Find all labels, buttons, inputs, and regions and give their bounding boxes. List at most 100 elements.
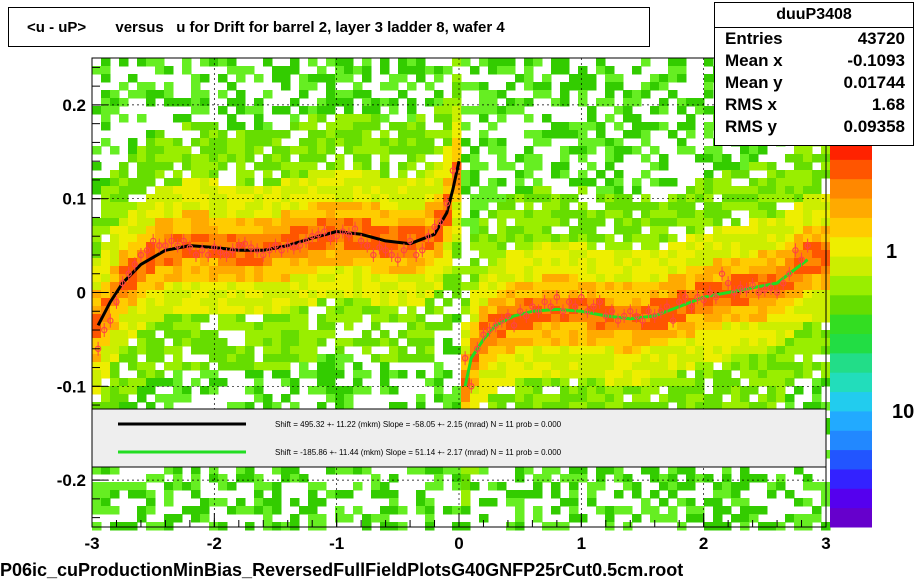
heatmap-cell [776,274,786,283]
heatmap-cell [515,514,525,523]
heatmap-cell [335,226,345,235]
heatmap-cell [668,218,678,227]
heatmap-cell [713,490,723,499]
heatmap-cell [515,194,525,203]
heatmap-cell [452,394,462,403]
heatmap-cell [110,506,120,515]
heatmap-cell [101,498,111,507]
heatmap-cell [362,258,372,267]
heatmap-cell [497,218,507,227]
heatmap-cell [191,98,201,107]
heatmap-cell [659,274,669,283]
heatmap-cell [641,354,651,363]
heatmap-cell [533,130,543,139]
heatmap-cell [236,402,246,411]
profile-point [351,225,359,232]
heatmap-cell [560,210,570,219]
heatmap-cell [461,346,471,355]
heatmap-cell [191,378,201,387]
heatmap-cell [227,290,237,299]
profile-point [706,289,713,296]
heatmap-cell [605,74,615,83]
heatmap-cell [155,202,165,211]
heatmap-cell [218,522,228,531]
heatmap-cell [812,234,822,243]
heatmap-cell [236,354,246,363]
heatmap-cell [200,330,210,339]
heatmap-cell [155,226,165,235]
heatmap-cell [776,386,786,395]
heatmap-cell [443,130,453,139]
axis-ticks: -3 -2 -1 0 1 2 3-0.2-0.100.10.2 [57,66,831,553]
heatmap-cell [632,202,642,211]
heatmap-cell [623,522,633,531]
heatmap-cell [542,266,552,275]
heatmap-cell [344,90,354,99]
heatmap-cell [623,106,633,115]
heatmap-cell [389,370,399,379]
heatmap-cell [425,178,435,187]
heatmap-cell [650,258,660,267]
heatmap-cell [704,370,714,379]
heatmap-cell [740,234,750,243]
heatmap-cell [650,338,660,347]
heatmap-cell [794,290,804,299]
heatmap-cell [659,154,669,163]
heatmap-cell [524,226,534,235]
heatmap-cell [668,58,678,67]
profile-point [205,251,212,259]
heatmap-cell [182,218,192,227]
heatmap-cell [326,306,336,315]
heatmap-cell [299,266,309,275]
heatmap-cell [182,114,192,123]
heatmap-cell [308,162,318,171]
heatmap-cell [380,98,390,107]
heatmap-cell [92,402,102,411]
heatmap-cell [425,250,435,259]
heatmap-cell [398,178,408,187]
heatmap-cell [641,506,651,515]
heatmap-cell [686,266,696,275]
heatmap-cell [155,298,165,307]
heatmap-cell [560,282,570,291]
heatmap-cell [434,202,444,211]
heatmap-cell [794,154,804,163]
heatmap-cell [767,250,777,259]
heatmap-cell [569,210,579,219]
heatmap-cell [803,194,813,203]
heatmap-cell [335,346,345,355]
heatmap-cell [497,330,507,339]
heatmap-cell [371,170,381,179]
heatmap-cell [173,378,183,387]
heatmap-cell [659,474,669,483]
heatmap-cell [569,370,579,379]
heatmap-cell [443,218,453,227]
heatmap-cell [659,362,669,371]
heatmap-cell [461,402,471,411]
heatmap-cell [425,346,435,355]
heatmap-cell [182,298,192,307]
heatmap-cell [722,522,732,531]
heatmap-cell [290,354,300,363]
heatmap-cell [254,138,264,147]
heatmap-cell [605,154,615,163]
heatmap-cell [416,274,426,283]
heatmap-cell [380,514,390,523]
heatmap-cell [254,290,264,299]
heatmap-cell [758,242,768,251]
heatmap-cell [398,74,408,83]
heatmap-cell [110,298,120,307]
heatmap-cell [173,474,183,483]
heatmap-cell [506,234,516,243]
heatmap-cell [155,474,165,483]
heatmap-cell [92,338,102,347]
heatmap-cell [362,186,372,195]
heatmap-cell [281,394,291,403]
heatmap-cell [713,522,723,531]
heatmap-cell [272,234,282,243]
heatmap-cell [578,322,588,331]
heatmap-cell [101,482,111,491]
profile-point [333,233,340,240]
heatmap-cell [164,362,174,371]
fit-legend: Shift = 495.32 +- 11.22 (mkm) Slope = -5… [91,408,827,468]
